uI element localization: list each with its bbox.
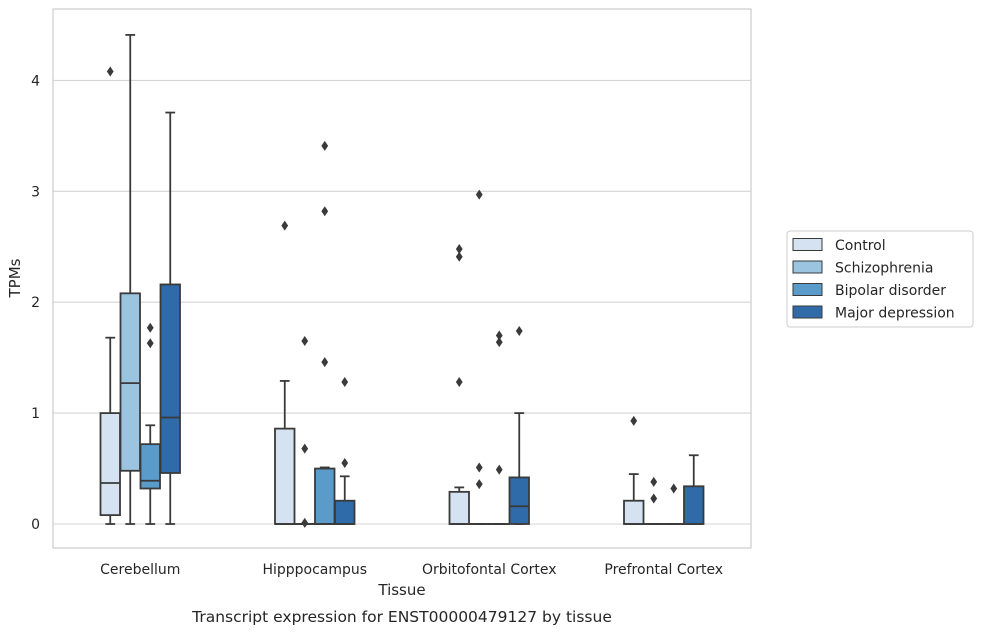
box-schizophrenia-0 bbox=[119, 34, 141, 525]
outlier-point bbox=[630, 415, 638, 426]
y-tick-label: 0 bbox=[31, 517, 40, 533]
box-bipolar-disorder-1 bbox=[314, 140, 336, 525]
x-tick-label: Hipppocampus bbox=[262, 562, 367, 578]
box-iqr bbox=[274, 427, 296, 525]
y-axis-label: TPMs bbox=[6, 258, 24, 298]
box-major-depression-0 bbox=[159, 111, 181, 525]
outlier-point bbox=[341, 377, 349, 388]
legend-label: Major depression bbox=[835, 306, 955, 322]
x-axis-ticks: Cerebellum Hipppocampus Orbitofontal Corte… bbox=[100, 562, 723, 578]
box-iqr bbox=[508, 476, 530, 525]
x-tick-label: Orbitofontal Cortex bbox=[422, 562, 557, 578]
legend: Control Schizophrenia Bipolar disorder Majo… bbox=[786, 230, 974, 328]
legend-swatch bbox=[792, 283, 823, 296]
box-major-depression-2 bbox=[508, 326, 530, 525]
legend-frame bbox=[786, 230, 974, 328]
box-iqr bbox=[119, 292, 141, 472]
plot-frame bbox=[52, 8, 752, 549]
y-tick-label: 3 bbox=[31, 184, 40, 200]
y-tick-label: 4 bbox=[31, 73, 40, 89]
outlier-point bbox=[475, 462, 483, 473]
outlier-point bbox=[475, 189, 483, 200]
box-iqr bbox=[314, 467, 336, 525]
outlier-point bbox=[650, 476, 658, 487]
x-tick-label: Prefrontal Cortex bbox=[604, 562, 723, 578]
outlier-point bbox=[495, 337, 503, 348]
outlier-point bbox=[321, 140, 329, 151]
legend-swatch bbox=[792, 238, 823, 251]
legend-label: Bipolar disorder bbox=[835, 283, 946, 299]
outlier-point bbox=[341, 458, 349, 469]
outlier-point bbox=[321, 357, 329, 368]
x-tick-label: Cerebellum bbox=[100, 562, 180, 578]
x-axis-label: Tissue bbox=[377, 581, 425, 599]
outlier-point bbox=[495, 464, 503, 475]
outlier-point bbox=[515, 326, 523, 337]
outlier-point bbox=[146, 338, 154, 349]
y-tick-label: 1 bbox=[31, 406, 40, 422]
outlier-point bbox=[455, 251, 463, 262]
outlier-point bbox=[146, 322, 154, 333]
box-iqr bbox=[99, 412, 121, 517]
legend-swatch bbox=[792, 260, 823, 274]
box-control-0 bbox=[99, 66, 121, 525]
box-control-2 bbox=[448, 243, 470, 525]
outlier-point bbox=[301, 517, 309, 528]
outlier-point bbox=[321, 206, 329, 217]
legend-label: Control bbox=[835, 238, 886, 254]
outlier-point bbox=[495, 330, 503, 341]
outlier-point bbox=[301, 336, 309, 347]
outlier-point bbox=[455, 377, 463, 388]
box-iqr bbox=[683, 485, 705, 525]
outlier-point bbox=[650, 493, 658, 504]
box-iqr bbox=[623, 499, 645, 525]
box-bipolar-disorder-3 bbox=[663, 483, 685, 525]
outlier-point bbox=[475, 479, 483, 490]
box-bipolar-disorder-0 bbox=[139, 322, 161, 525]
outlier-point bbox=[281, 220, 289, 231]
outlier-point bbox=[301, 443, 309, 454]
chart-caption: Transcript expression for ENST0000047912… bbox=[191, 608, 612, 626]
box-major-depression-3 bbox=[683, 454, 705, 525]
box-control-1 bbox=[274, 220, 296, 525]
y-axis-ticks: 0 1 2 3 4 bbox=[31, 73, 40, 533]
box-major-depression-1 bbox=[334, 377, 356, 525]
legend-swatch bbox=[792, 305, 823, 319]
y-tick-label: 2 bbox=[31, 295, 40, 311]
box-iqr bbox=[448, 490, 470, 525]
box-series bbox=[99, 34, 705, 528]
outlier-point bbox=[455, 243, 463, 254]
outlier-point bbox=[106, 66, 114, 77]
box-iqr bbox=[159, 283, 181, 474]
box-iqr bbox=[334, 499, 356, 525]
legend-label: Schizophrenia bbox=[835, 261, 933, 277]
box-iqr bbox=[139, 443, 161, 490]
outlier-point bbox=[670, 483, 678, 494]
box-control-3 bbox=[623, 415, 645, 525]
